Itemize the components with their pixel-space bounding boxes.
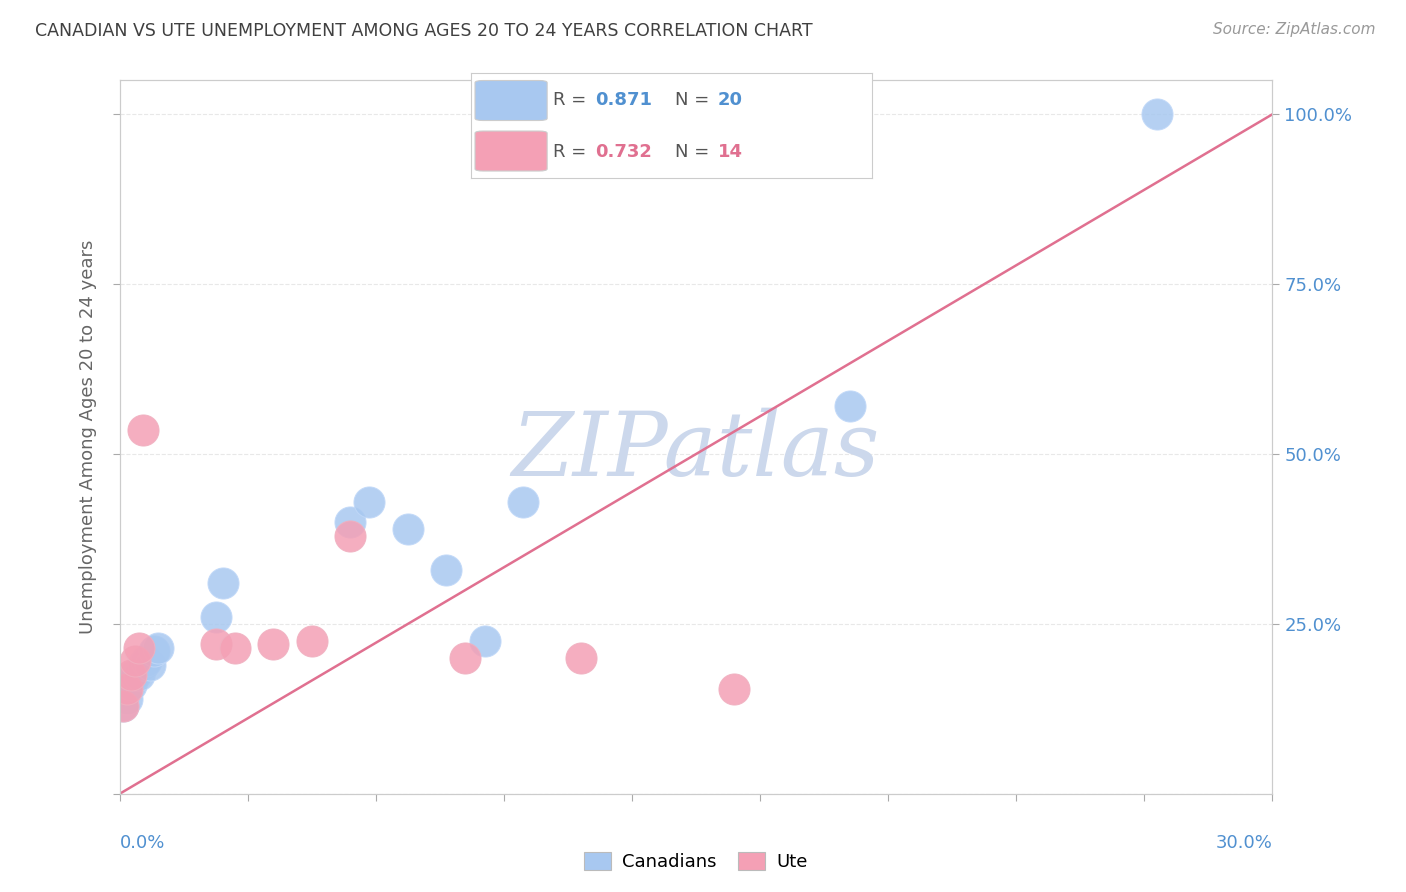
Point — [339, 528, 361, 542]
Point — [131, 657, 153, 672]
FancyBboxPatch shape — [475, 131, 547, 171]
Text: 14: 14 — [717, 143, 742, 161]
Text: 0.732: 0.732 — [595, 143, 652, 161]
Point — [454, 651, 477, 665]
Text: Source: ZipAtlas.com: Source: ZipAtlas.com — [1212, 22, 1375, 37]
Point — [143, 644, 166, 658]
Point — [112, 698, 135, 713]
Point — [434, 563, 457, 577]
FancyBboxPatch shape — [475, 80, 547, 120]
Point — [396, 522, 419, 536]
Point — [128, 640, 150, 655]
Point — [115, 681, 138, 696]
Point — [120, 678, 142, 692]
Point — [474, 634, 496, 648]
Point — [212, 576, 235, 591]
Point — [112, 698, 135, 713]
Text: 20: 20 — [717, 91, 742, 109]
Point — [120, 668, 142, 682]
Y-axis label: Unemployment Among Ages 20 to 24 years: Unemployment Among Ages 20 to 24 years — [79, 240, 97, 634]
Point — [204, 637, 226, 651]
Point — [139, 657, 162, 672]
Point — [204, 610, 226, 624]
Legend: Canadians, Ute: Canadians, Ute — [576, 845, 815, 879]
Point — [262, 637, 284, 651]
Text: R =: R = — [553, 143, 592, 161]
Point — [569, 651, 592, 665]
Point — [723, 681, 745, 696]
Point — [124, 654, 146, 668]
Point — [339, 515, 361, 529]
Text: 0.0%: 0.0% — [120, 834, 165, 852]
Point — [135, 654, 157, 668]
Text: 30.0%: 30.0% — [1216, 834, 1272, 852]
Text: CANADIAN VS UTE UNEMPLOYMENT AMONG AGES 20 TO 24 YEARS CORRELATION CHART: CANADIAN VS UTE UNEMPLOYMENT AMONG AGES … — [35, 22, 813, 40]
Text: N =: N = — [675, 143, 716, 161]
Text: R =: R = — [553, 91, 592, 109]
Text: N =: N = — [675, 91, 716, 109]
Point — [512, 494, 534, 508]
Point — [838, 400, 860, 414]
Point — [301, 634, 323, 648]
Point — [115, 691, 138, 706]
Point — [131, 423, 153, 437]
Point — [1146, 107, 1168, 121]
Point — [124, 668, 146, 682]
Point — [224, 640, 246, 655]
Text: ZIPatlas: ZIPatlas — [512, 408, 880, 495]
Point — [146, 640, 169, 655]
Text: 0.871: 0.871 — [595, 91, 652, 109]
Point — [128, 668, 150, 682]
Point — [359, 494, 381, 508]
